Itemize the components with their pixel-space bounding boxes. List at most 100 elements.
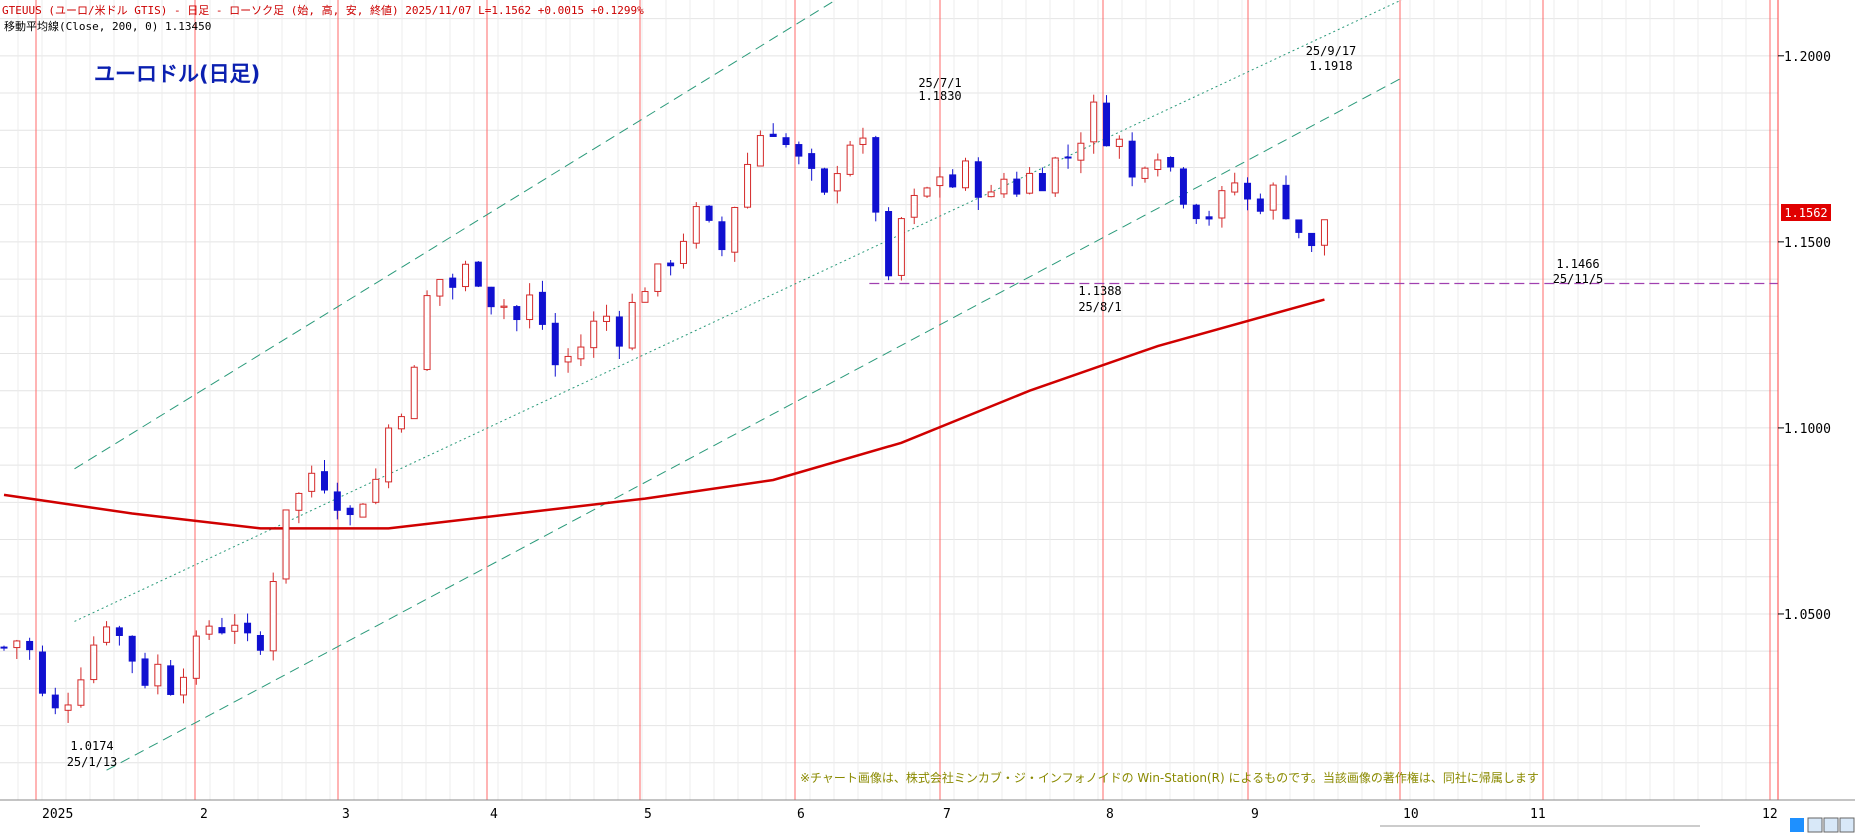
x-tick-label: 3 xyxy=(342,807,350,822)
candle-body xyxy=(1295,219,1303,233)
candle-body xyxy=(641,291,649,303)
annotation-value: 1.1918 xyxy=(1309,59,1352,73)
candle-body xyxy=(949,174,957,188)
x-tick-label: 5 xyxy=(644,807,652,822)
annotation-value: 1.0174 xyxy=(70,739,113,753)
candle-body xyxy=(808,153,816,169)
candle-body xyxy=(654,263,662,292)
candle-body xyxy=(859,137,867,145)
candle-body xyxy=(833,173,841,192)
candle-body xyxy=(103,626,111,643)
candle-body xyxy=(551,322,559,366)
candle-body xyxy=(192,635,200,679)
candle-body xyxy=(718,221,726,251)
candle-body xyxy=(397,416,405,430)
grid xyxy=(0,0,1778,800)
annotation-value: 1.1830 xyxy=(918,89,961,103)
candle-body xyxy=(231,624,239,632)
candle-body xyxy=(13,640,21,649)
candle-body xyxy=(936,176,944,187)
x-tick-label: 11 xyxy=(1530,807,1546,822)
x-tick-label: 2025 xyxy=(42,807,73,822)
candle-body xyxy=(782,137,790,145)
candle-body xyxy=(667,262,675,267)
channel-line xyxy=(74,0,1402,622)
candle-body xyxy=(1064,156,1072,159)
candle-body xyxy=(462,263,470,288)
candle-body xyxy=(244,622,252,634)
expand-icon[interactable] xyxy=(1839,817,1855,833)
candle-body xyxy=(897,218,905,276)
scroll-thumb[interactable] xyxy=(1790,818,1804,832)
candle-body xyxy=(731,206,739,253)
candle-body xyxy=(692,206,700,244)
candlesticks xyxy=(0,94,1328,723)
candle-body xyxy=(372,478,380,503)
candle-body xyxy=(154,663,162,687)
annotation-value: 1.1388 xyxy=(1078,284,1121,298)
candle-body xyxy=(436,278,444,297)
y-tick-label: 1.2000 xyxy=(1784,50,1831,65)
x-tick-label: 8 xyxy=(1106,807,1114,822)
candle-body xyxy=(1308,232,1316,247)
candle-body xyxy=(987,191,995,198)
candle-body xyxy=(282,509,290,580)
candle-body xyxy=(1000,178,1008,195)
candle-body xyxy=(1244,182,1252,200)
candle-body xyxy=(577,346,585,360)
horizontal-scrollbar[interactable] xyxy=(1380,817,1855,833)
candle-body xyxy=(308,472,316,492)
candle-body xyxy=(1205,216,1213,220)
candle-body xyxy=(1103,102,1111,147)
candle-body xyxy=(526,294,534,321)
candle-body xyxy=(1141,167,1149,179)
x-tick-label: 10 xyxy=(1403,807,1419,822)
zoom-out-icon[interactable] xyxy=(1823,817,1839,833)
candle-body xyxy=(500,305,508,308)
ma-200-line xyxy=(3,298,1325,530)
candle-body xyxy=(1077,142,1085,161)
price-tag-bg xyxy=(1781,204,1831,221)
symbol-header: GTEUUS (ユーロ/米ドル GTIS) - 日足 - ローソク足 (始, 高… xyxy=(2,3,644,17)
candle-body xyxy=(385,427,393,483)
candle-body xyxy=(26,640,34,651)
candle-body xyxy=(744,163,752,208)
candle-body xyxy=(615,316,623,347)
candle-body xyxy=(820,168,828,193)
candle-body xyxy=(590,320,598,349)
candle-body xyxy=(513,306,521,321)
candle-body xyxy=(218,627,226,634)
x-tick-label: 4 xyxy=(490,807,498,822)
candle-body xyxy=(1013,178,1021,195)
candle-body xyxy=(423,295,431,371)
ma-header: 移動平均線(Close, 200, 0) 1.13450 xyxy=(4,19,211,33)
candle-body xyxy=(564,355,572,363)
candle-body xyxy=(38,651,46,694)
candle-body xyxy=(77,679,85,706)
candle-body xyxy=(179,676,187,696)
current-price-tag: 1.1562 xyxy=(1781,204,1831,221)
candle-body xyxy=(1128,140,1136,178)
x-tick-label: 12 xyxy=(1762,807,1778,822)
candle-body xyxy=(679,240,687,264)
candle-body xyxy=(128,635,136,662)
candle-body xyxy=(705,205,713,221)
candle-body xyxy=(51,694,59,709)
candle-body xyxy=(756,135,764,167)
annotation-date: 25/7/1 xyxy=(918,76,961,90)
candle-body xyxy=(410,366,418,420)
annotation-value: 1.1466 xyxy=(1556,257,1599,271)
candle-body xyxy=(269,581,277,652)
candle-body xyxy=(167,665,175,695)
candle-body xyxy=(359,503,367,518)
x-tick-label: 9 xyxy=(1251,807,1259,822)
candle-body xyxy=(474,261,482,287)
candle-body xyxy=(1167,157,1175,168)
candle-body xyxy=(295,492,303,511)
zoom-in-icon[interactable] xyxy=(1807,817,1823,833)
candle-body xyxy=(846,144,854,175)
candle-body xyxy=(115,627,123,636)
